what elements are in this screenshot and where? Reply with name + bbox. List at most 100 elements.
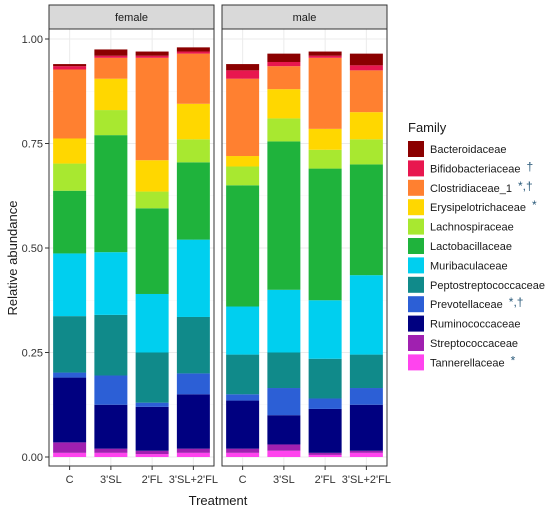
bar-segment-muribaculaceae <box>267 289 301 353</box>
bar-segment-bifidobacteriaceae <box>135 55 169 58</box>
bar-segment-streptococcaceae <box>94 448 128 453</box>
legend-significance-marker: *,† <box>509 295 524 309</box>
legend-label: Streptococcaceae <box>430 338 518 350</box>
legend-item-prevotellaceae: Prevotellaceae *,† <box>408 295 524 313</box>
bar-segment-peptostreptococcaceae <box>308 358 342 399</box>
bar-segment-lactobacillaceae <box>267 141 301 290</box>
bar-segment-bacteroidaceae <box>135 51 169 56</box>
bar-segment-clostridiaceae-1 <box>135 57 169 161</box>
bar-segment-lactobacillaceae <box>135 208 169 294</box>
bar-segment-bifidobacteriaceae <box>349 65 383 71</box>
bar-segment-tannerellaceae <box>135 454 169 457</box>
legend-item-ruminococcaceae: Ruminococcaceae <box>408 315 521 332</box>
bar-segment-erysipelotrichaceae <box>176 103 210 140</box>
panel-strip-label: female <box>115 12 148 24</box>
legend-label: Peptostreptococcaceae <box>430 280 545 292</box>
y-tick-label: 0.50 <box>22 243 43 255</box>
bar-segment-muribaculaceae <box>226 306 260 355</box>
bar-segment-bacteroidaceae <box>94 49 128 56</box>
bar-segment-tannerellaceae <box>226 452 260 457</box>
legend-key <box>408 238 424 254</box>
bar-segment-peptostreptococcaceae <box>267 352 301 389</box>
bar-segment-lachnospiraceae <box>349 139 383 165</box>
x-tick-label: 3'SL+2'FL <box>169 474 218 486</box>
bar-segment-bacteroidaceae <box>176 47 210 52</box>
x-tick-label: 3'SL+2'FL <box>342 474 391 486</box>
legend-key <box>408 218 424 235</box>
legend-label: Erysipelotrichaceae <box>430 202 526 214</box>
legend-key <box>408 179 424 196</box>
legend-key <box>408 276 424 293</box>
legend-label: Bacteroidaceae <box>430 144 506 156</box>
bar-segment-muribaculaceae <box>176 239 210 317</box>
bar-segment-peptostreptococcaceae <box>53 316 87 373</box>
bar-segment-streptococcaceae <box>53 442 87 453</box>
legend-significance-marker: *,† <box>518 179 533 193</box>
bar-segment-streptococcaceae <box>226 448 260 453</box>
bar-segment-erysipelotrichaceae <box>226 156 260 167</box>
bar-segment-lachnospiraceae <box>176 139 210 163</box>
legend-key <box>408 141 424 157</box>
bar-segment-prevotellaceae <box>308 398 342 409</box>
bar-female-3-sl-2-fl <box>176 47 210 457</box>
bar-female-c <box>53 64 87 457</box>
bar-segment-muribaculaceae <box>94 252 128 315</box>
legend-item-erysipelotrichaceae: Erysipelotrichaceae * <box>408 198 537 216</box>
bar-segment-lactobacillaceae <box>349 164 383 276</box>
bar-segment-tannerellaceae <box>308 454 342 457</box>
legend-key <box>408 315 424 332</box>
bar-segment-bacteroidaceae <box>226 64 260 71</box>
bar-segment-muribaculaceae <box>53 253 87 317</box>
bar-segment-bacteroidaceae <box>267 53 301 62</box>
bar-segment-ruminococcaceae <box>226 400 260 449</box>
legend-label: Lactobacillaceae <box>430 241 512 253</box>
legend-title: Family <box>408 120 447 135</box>
bar-segment-ruminococcaceae <box>53 377 87 443</box>
bar-segment-prevotellaceae <box>267 388 301 416</box>
x-tick-label: 3'SL <box>100 474 122 486</box>
y-tick-label: 0.75 <box>22 139 43 151</box>
bar-male-3-sl-2-fl <box>349 53 383 457</box>
bar-segment-lachnospiraceae <box>226 166 260 186</box>
bar-segment-tannerellaceae <box>53 452 87 457</box>
legend-label: Lachnospiraceae <box>430 222 514 234</box>
bar-female-2-fl <box>135 51 169 457</box>
y-tick-label: 0.25 <box>22 348 43 360</box>
x-tick-label: C <box>239 474 247 486</box>
bar-segment-prevotellaceae <box>135 402 169 407</box>
bar-segment-lactobacillaceae <box>94 135 128 253</box>
y-tick-label: 0.00 <box>22 452 43 464</box>
legend-label: Ruminococcaceae <box>430 319 521 331</box>
legend-key <box>408 199 424 216</box>
axes-layer: C 3'SL 2'FL 3'SL+2'FL C 3'SL 2'FL 3'SL+2'FL 0.00… <box>22 34 391 486</box>
bar-segment-peptostreptococcaceae <box>176 316 210 374</box>
legend-item-bacteroidaceae: Bacteroidaceae <box>408 141 506 157</box>
bar-segment-erysipelotrichaceae <box>349 112 383 140</box>
bar-segment-lactobacillaceae <box>308 168 342 301</box>
legend-key <box>408 160 424 177</box>
bar-segment-erysipelotrichaceae <box>53 138 87 164</box>
legend: Family Bacteroidaceae Bifidobacteriaceae †… <box>408 120 545 371</box>
bar-segment-tannerellaceae <box>267 450 301 457</box>
bar-segment-streptococcaceae <box>308 452 342 455</box>
legend-item-bifidobacteriaceae: Bifidobacteriaceae † <box>408 159 533 177</box>
legend-key <box>408 354 424 371</box>
bar-segment-prevotellaceae <box>226 394 260 401</box>
legend-key <box>408 296 424 313</box>
bar-female-3-sl <box>94 49 128 457</box>
legend-key <box>408 257 424 274</box>
bar-segment-peptostreptococcaceae <box>135 352 169 403</box>
bar-segment-ruminococcaceae <box>308 408 342 453</box>
legend-significance-marker: * <box>511 353 516 367</box>
bar-segment-ruminococcaceae <box>135 406 169 451</box>
bar-segment-clostridiaceae-1 <box>226 78 260 157</box>
bar-male-2-fl <box>308 51 342 457</box>
bar-segment-streptococcaceae <box>176 448 210 453</box>
bar-segment-muribaculaceae <box>308 300 342 359</box>
bar-segment-prevotellaceae <box>176 373 210 395</box>
legend-key <box>408 335 424 351</box>
bar-segment-muribaculaceae <box>135 293 169 353</box>
bar-segment-prevotellaceae <box>53 372 87 378</box>
bar-segment-erysipelotrichaceae <box>94 78 128 111</box>
